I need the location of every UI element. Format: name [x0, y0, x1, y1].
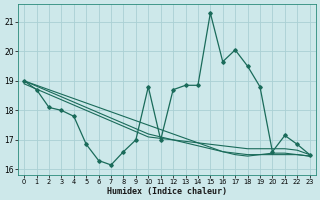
X-axis label: Humidex (Indice chaleur): Humidex (Indice chaleur) [107, 187, 227, 196]
